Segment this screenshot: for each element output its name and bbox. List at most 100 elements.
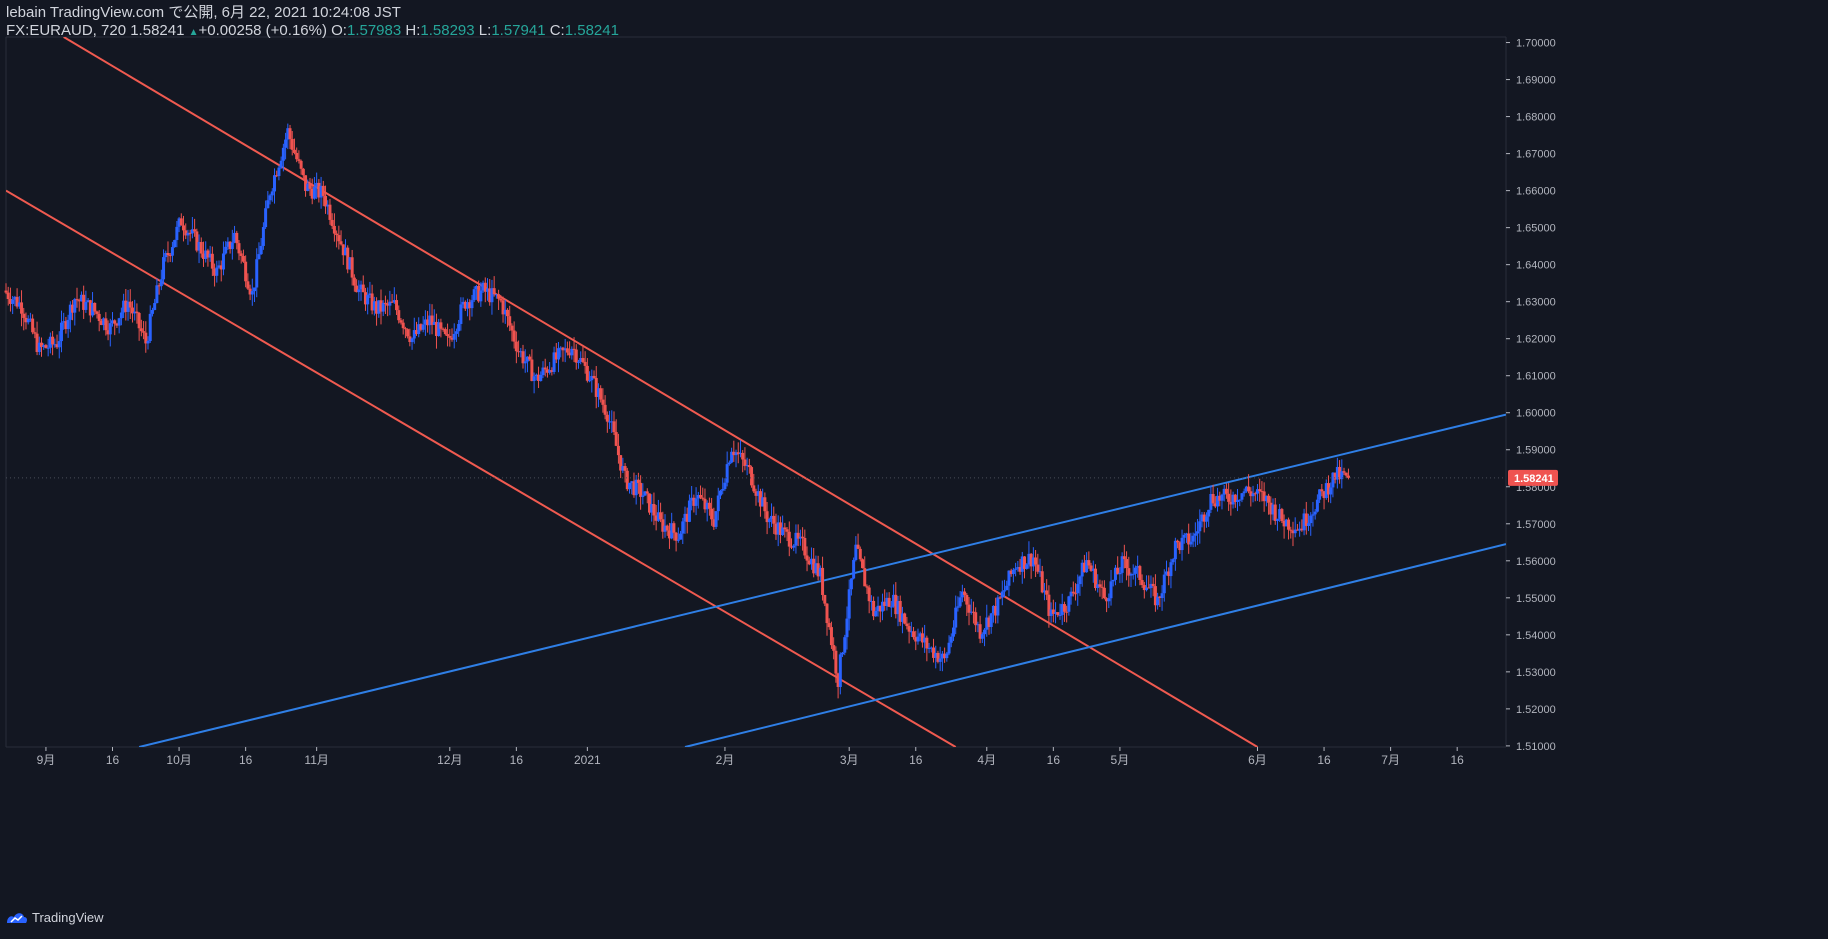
candle-down: [974, 612, 978, 626]
candle-down: [168, 255, 172, 257]
candle-up: [111, 320, 115, 324]
candle-down: [1034, 557, 1038, 565]
close-value: 1.58241: [564, 22, 619, 39]
candle-up: [1200, 514, 1204, 522]
candle-up: [117, 318, 121, 326]
candle-down: [383, 302, 387, 304]
candle-down: [827, 623, 831, 628]
symbol-label: FX:EURAUD, 720: [6, 22, 127, 39]
candle-down: [699, 495, 703, 498]
candle-up: [809, 558, 813, 565]
candle-down: [352, 277, 356, 286]
candle-down: [1273, 504, 1277, 521]
candle-down: [805, 555, 809, 561]
candle-up: [48, 336, 52, 348]
candle-up: [843, 637, 847, 653]
candle-down: [545, 369, 549, 373]
candle-up: [923, 637, 927, 643]
candle-up: [1091, 568, 1095, 571]
candle-up: [1340, 471, 1344, 480]
candle-up: [479, 290, 483, 302]
candle-down: [741, 452, 745, 460]
candle-up: [503, 309, 507, 315]
time-tick-label: 10月: [166, 753, 191, 767]
candle-up: [548, 370, 552, 373]
candle-down: [645, 491, 649, 494]
candle-down: [836, 673, 840, 687]
price-tick-label: 1.63000: [1516, 297, 1556, 309]
candle-up: [472, 289, 476, 301]
candle-up: [1209, 493, 1213, 510]
candle-up: [37, 342, 41, 353]
candle-up: [1278, 509, 1282, 519]
candle-down: [1229, 501, 1233, 505]
candle-up: [284, 139, 288, 148]
candle-up: [62, 321, 66, 323]
candle-down: [1344, 472, 1348, 476]
candle-up: [264, 208, 268, 228]
candle-up: [357, 289, 361, 293]
time-tick-label: 16: [1047, 753, 1061, 767]
time-tick-label: 2月: [716, 753, 735, 767]
candle-down: [237, 243, 241, 254]
price-tick-label: 1.55000: [1516, 593, 1556, 605]
candle-down: [335, 233, 339, 236]
candle-down: [758, 491, 762, 507]
candle-up: [929, 647, 933, 649]
candle-up: [854, 544, 858, 561]
candle-down: [1147, 587, 1151, 589]
time-tick-label: 16: [106, 753, 120, 767]
candle-down: [31, 318, 35, 333]
candle-up: [770, 515, 774, 519]
candle-down: [736, 452, 740, 455]
candle-down: [1047, 594, 1051, 616]
candle-up: [690, 497, 694, 501]
candle-down: [772, 515, 776, 524]
candle-up: [718, 490, 722, 496]
candle-up: [1067, 596, 1071, 612]
candle-up: [1309, 515, 1313, 524]
candle-down: [82, 294, 86, 310]
candle-up: [392, 300, 396, 303]
candle-down: [747, 464, 751, 468]
candle-up: [217, 265, 221, 268]
candle-up: [1011, 569, 1015, 575]
candle-up: [1236, 500, 1240, 502]
close-label: C:: [549, 22, 565, 39]
candle-down: [128, 301, 132, 308]
candle-down: [605, 414, 609, 422]
candle-down: [832, 645, 836, 651]
candle-up: [146, 340, 150, 344]
candle-up: [53, 344, 57, 346]
candle-up: [122, 300, 126, 313]
candle-down: [361, 284, 365, 293]
candle-down: [328, 204, 332, 220]
candle-up: [457, 323, 461, 332]
candle-down: [912, 631, 916, 638]
candle-up: [1264, 495, 1268, 502]
candle-up: [1251, 493, 1255, 497]
candle-down: [1105, 598, 1109, 602]
candle-up: [155, 285, 159, 304]
candle-down: [905, 623, 909, 627]
candle-up: [570, 348, 574, 356]
candle-up: [215, 267, 219, 276]
candle-down: [350, 257, 354, 278]
candle-down: [1074, 593, 1078, 595]
candle-down: [743, 459, 747, 467]
candle-up: [1180, 537, 1184, 551]
candle-down: [157, 285, 161, 287]
candle-down: [477, 285, 481, 302]
time-tick-label: 5月: [1111, 753, 1130, 767]
time-tick-label: 16: [1451, 753, 1465, 767]
candle-up: [1156, 596, 1160, 606]
candle-up: [896, 600, 900, 615]
candle-down: [292, 149, 296, 153]
candle-up: [1298, 528, 1302, 531]
candle-up: [470, 300, 474, 309]
candle-down: [395, 300, 399, 311]
candle-down: [1202, 514, 1206, 522]
candle-up: [1182, 534, 1186, 538]
footer-brand[interactable]: TradingView: [6, 910, 104, 925]
